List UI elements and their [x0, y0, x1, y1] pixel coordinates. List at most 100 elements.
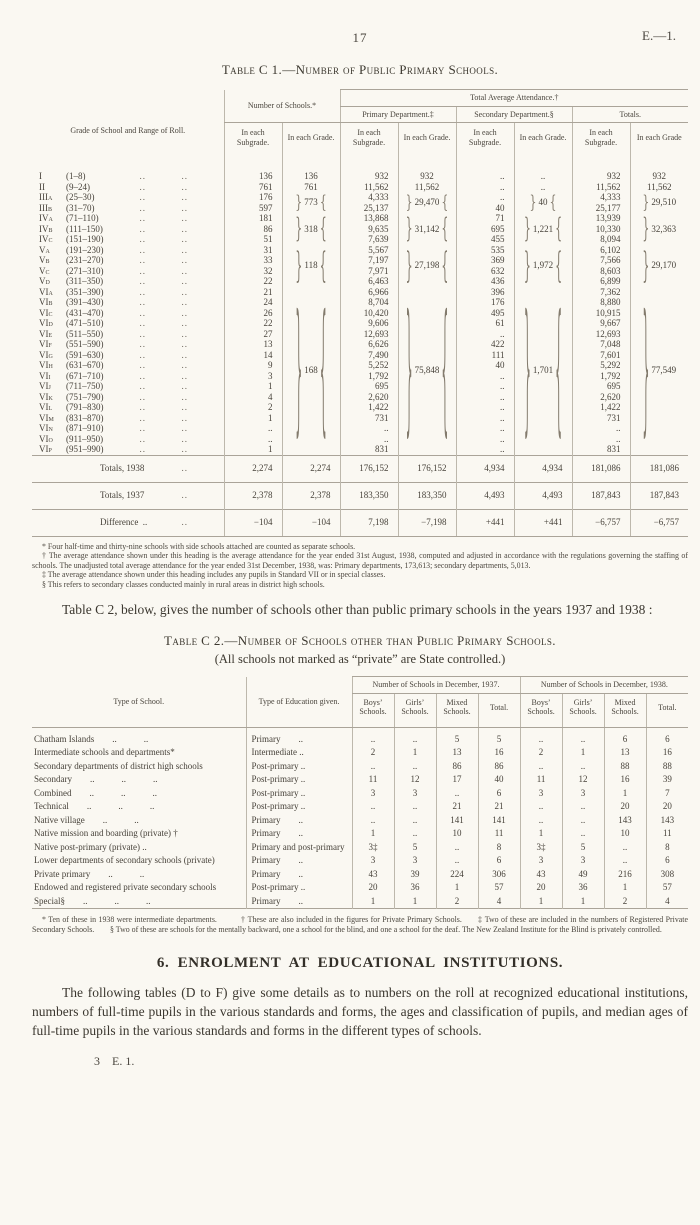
- table-row: VIi (671–710).... 3 1,792.. 1,792: [32, 370, 688, 381]
- column-header-totals: Totals.: [571, 106, 689, 123]
- left-brace: }: [642, 192, 650, 213]
- table-c2-footnote: * Ten of these in 1938 were intermediate…: [32, 915, 688, 935]
- value-cell: 61: [455, 318, 514, 329]
- grade-total-value: ..: [540, 171, 546, 181]
- roll-range: (591–630): [66, 349, 104, 360]
- footnote: * Four half-time and thirty-nine schools…: [42, 541, 356, 551]
- value-cell: 3: [561, 786, 605, 801]
- value-cell: 43: [519, 867, 563, 882]
- value-cell: 6: [645, 727, 689, 747]
- value-cell: 13,939: [571, 213, 630, 224]
- grade-name: Vd: [39, 276, 50, 286]
- dot-leader: ..: [181, 213, 188, 223]
- value-cell: ..: [393, 759, 436, 774]
- table-c2-subtitle: (All schools not marked as “private” are…: [214, 652, 506, 667]
- value-cell: 24: [223, 297, 282, 308]
- grade-name: VIj: [39, 381, 51, 391]
- value-cell: 21: [477, 800, 521, 814]
- dot-leader: ..: [181, 402, 188, 412]
- value-cell: 176: [223, 192, 282, 203]
- value-cell: 4: [223, 391, 282, 402]
- left-brace: }: [405, 192, 413, 213]
- dot-leader: ..: [139, 307, 146, 318]
- column-group-1938: Number of Schools in December, 1938.: [519, 676, 689, 694]
- table-row: Intermediate schools and departments* Int…: [32, 746, 689, 760]
- value-cell: ..: [455, 433, 514, 444]
- value-cell: 3: [519, 854, 563, 868]
- roll-range: (9–24): [66, 181, 90, 192]
- grade-label-cell: VIj (711–750)....: [32, 381, 224, 392]
- grade-label-cell: VIl (791–830)....: [32, 402, 224, 413]
- value-cell: 11: [477, 827, 521, 841]
- value-cell: ..: [393, 727, 436, 747]
- roll-range: (751–790): [66, 391, 104, 402]
- grade-total-cell: } 27,198{: [397, 244, 456, 287]
- grade-total-value: 32,363: [651, 223, 677, 234]
- grade-label-cell: IVb (111–150)....: [32, 224, 224, 235]
- value-cell: 2: [603, 894, 647, 909]
- value-cell: ..: [455, 402, 514, 413]
- grade-name: IIIb: [39, 202, 52, 213]
- roll-range: (511–550): [66, 328, 104, 339]
- education-type-cell: Primary ..: [245, 727, 352, 747]
- grade-label-cell: VIa (351–390)....: [32, 287, 224, 298]
- left-brace: }: [295, 192, 303, 213]
- value-cell: 39: [393, 867, 436, 882]
- table-row: VIb (391–430).... 24 8,704 176 8,880: [32, 297, 688, 308]
- table-row: VIn (871–910)............: [32, 423, 688, 434]
- education-type-cell: Primary and post-primary: [245, 840, 352, 855]
- dot-leader: ..: [181, 297, 188, 307]
- value-cell: 695: [455, 223, 514, 234]
- value-cell: 20: [519, 881, 563, 895]
- value-cell: ..: [351, 813, 394, 828]
- value-cell: 181,086: [629, 454, 689, 482]
- table-c1: Grade of School and Range of Roll. Numbe…: [32, 89, 689, 537]
- dot-leader: ..: [181, 423, 188, 433]
- dot-leader: ..: [139, 223, 146, 234]
- value-cell: 22: [223, 318, 282, 329]
- value-cell: ..: [351, 727, 394, 747]
- value-cell: 1: [603, 881, 647, 895]
- value-cell: 86: [435, 759, 478, 774]
- school-type-cell: Combined .. .. ..: [34, 787, 157, 798]
- summary-row: Totals, 1937.. 2,378 2,378 183,350 183,350 4,…: [32, 481, 689, 509]
- value-cell: ..: [519, 759, 563, 774]
- grade-total-cell: } 1,972{: [513, 244, 572, 287]
- subheader: In each Grade.: [513, 122, 572, 171]
- value-cell: 9,635: [339, 223, 398, 234]
- value-cell: 187,843: [629, 481, 689, 509]
- right-brace: {: [555, 244, 563, 287]
- value-cell: 1: [561, 894, 605, 909]
- value-cell: ..: [351, 800, 394, 814]
- value-cell: 831: [571, 444, 630, 455]
- dot-leader: ..: [139, 328, 146, 339]
- value-cell: ..: [435, 786, 478, 801]
- value-cell: 1: [223, 444, 282, 455]
- column-header-total-average-attendance: Total Average Attendance.†: [339, 89, 689, 107]
- subheader: Mixed Schools.: [603, 693, 647, 728]
- grade-label-cell: IIIb (31–70)....: [32, 203, 224, 214]
- roll-range: (231–270): [66, 255, 104, 265]
- value-cell: 4,333: [339, 192, 398, 203]
- value-cell: 8: [645, 840, 689, 855]
- right-brace: {: [555, 213, 563, 245]
- education-type-cell: Primary ..: [245, 827, 352, 841]
- grade-name: Vb: [39, 255, 50, 265]
- value-cell: 8,094: [571, 234, 630, 245]
- grade-total-value: 75,848: [414, 365, 440, 376]
- dot-leader: ..: [181, 349, 188, 360]
- value-cell: 308: [645, 867, 689, 882]
- value-cell: 51: [223, 234, 282, 245]
- dot-leader: ..: [139, 276, 146, 286]
- dot-leader: ..: [139, 423, 146, 433]
- education-type-cell: Post-primary ..: [245, 881, 352, 895]
- dot-leader: ..: [139, 181, 146, 192]
- value-cell: +441: [513, 508, 572, 537]
- dot-leader: ..: [139, 202, 146, 213]
- table-c1-header: Grade of School and Range of Roll. Numbe…: [32, 89, 689, 171]
- value-cell: ..: [455, 171, 514, 182]
- grade-total-value: 136: [304, 171, 318, 181]
- value-cell: ..: [339, 423, 398, 434]
- dot-leader: ..: [181, 255, 188, 265]
- grade-total-cell: ..: [513, 171, 572, 182]
